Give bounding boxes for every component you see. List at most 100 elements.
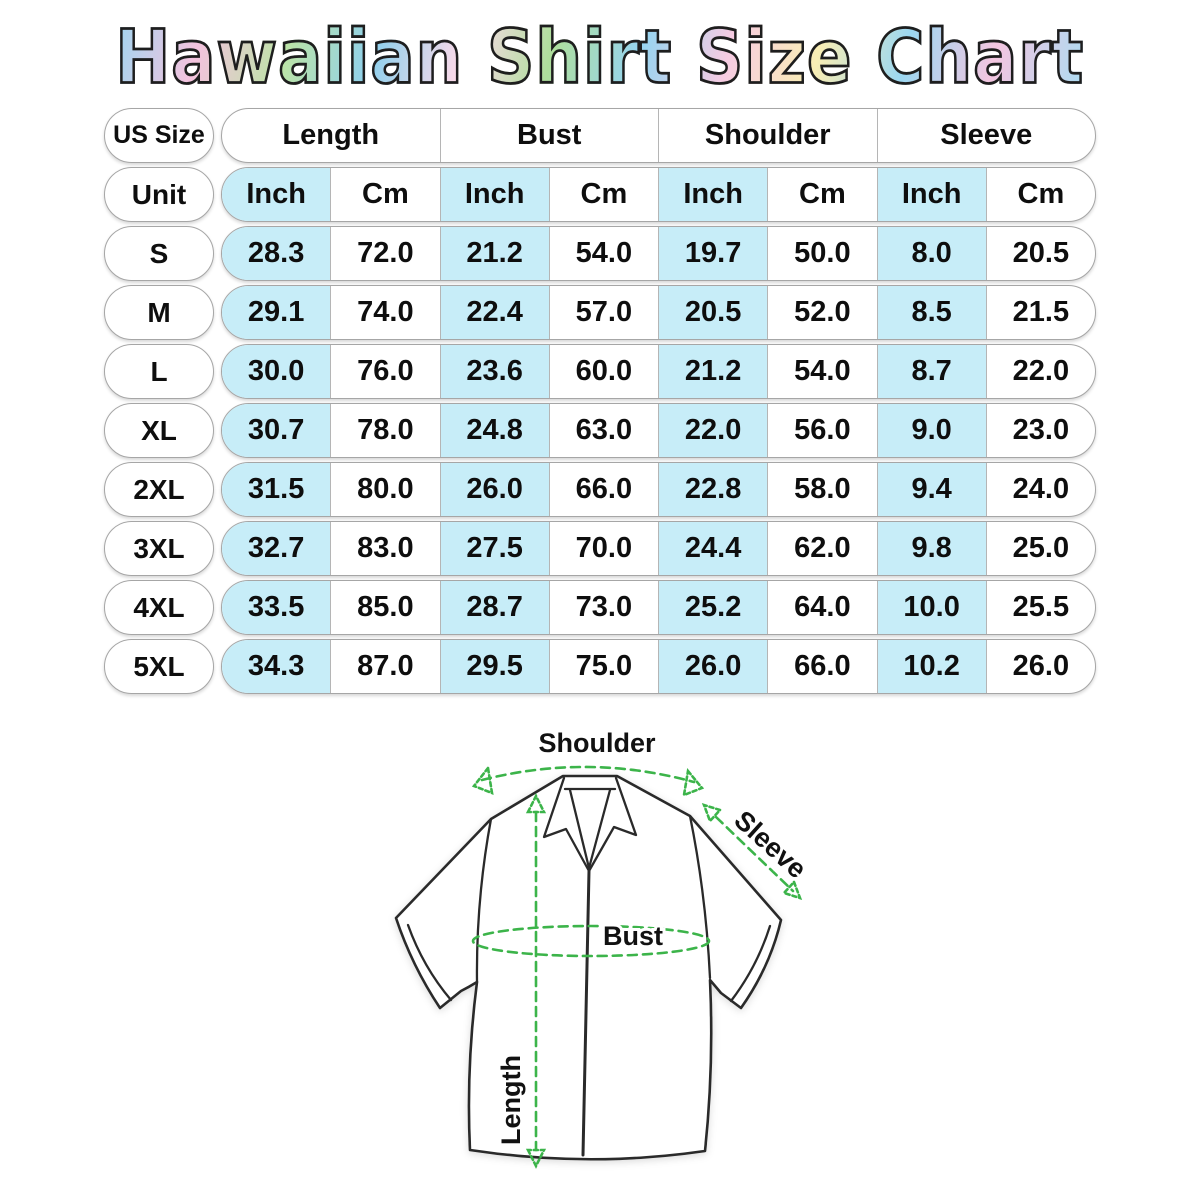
size-label: 4XL: [133, 591, 185, 623]
value-cell: 20.5: [1012, 237, 1070, 269]
table-row: 5XL 34.3 87.0 29.5 75.0 26.0 66.0 10.2 2…: [104, 639, 1096, 694]
value-cell: 23.6: [440, 345, 550, 398]
table-row: XL 30.7 78.0 24.8 63.0 22.0 56.0 9.0 23.…: [104, 403, 1096, 458]
page-header: Hawaiian Shirt Size Chart: [0, 0, 1200, 102]
value-cell: 10.2: [877, 640, 987, 693]
value-cell: 87.0: [331, 640, 441, 693]
unit-header-cell: Cm: [331, 168, 441, 221]
value-cell: 9.8: [877, 522, 987, 575]
value-cell: 9.4: [877, 463, 987, 516]
unit-header-cell: Cm: [550, 168, 659, 221]
size-label: L: [150, 355, 168, 387]
shoulder-arrow-left-head: [471, 764, 494, 796]
length-arrow-bottom-head: [525, 1148, 547, 1169]
value-cell: 75.0: [550, 640, 659, 693]
value-cell: 22.4: [440, 286, 550, 339]
value-cell: 73.0: [550, 581, 659, 634]
unit-header-cell: Inch: [659, 168, 769, 221]
size-pill: S: [104, 226, 214, 281]
value-cell: 19.7: [659, 227, 769, 280]
value-cell: 22.8: [659, 463, 769, 516]
value-cell: 22.0: [659, 404, 769, 457]
value-cell: 26.0: [1012, 650, 1070, 682]
table-header-row: US Size Length Bust Shoulder Sleeve: [104, 108, 1096, 163]
value-cell: 33.5: [222, 581, 332, 634]
value-cell: 56.0: [768, 404, 878, 457]
value-cell: 10.0: [877, 581, 987, 634]
size-pill: 3XL: [104, 521, 214, 576]
value-cell: 24.0: [1012, 473, 1070, 505]
value-cell: 24.8: [440, 404, 550, 457]
row-values-pill: 34.3 87.0 29.5 75.0 26.0 66.0 10.2 26.0: [221, 639, 1096, 694]
shirt-measurement-diagram: Shoulder Sleeve Bust Length: [394, 725, 815, 1169]
value-cell: 66.0: [768, 640, 878, 693]
unit-header-pill: Inch Cm Inch Cm Inch Cm Inch Cm: [221, 167, 1096, 222]
sleeve-arrow-bottom-head: [781, 879, 803, 901]
value-cell: 8.7: [877, 345, 987, 398]
unit-label: Unit: [131, 178, 187, 210]
value-cell: 8.5: [877, 286, 987, 339]
group-header-pill: Length Bust Shoulder Sleeve: [221, 108, 1096, 163]
group-header-sleeve: Sleeve: [940, 119, 1033, 151]
value-cell: 23.0: [1012, 414, 1070, 446]
unit-header-cell: Cm: [768, 168, 878, 221]
size-label: XL: [141, 414, 177, 446]
table-row: M 29.1 74.0 22.4 57.0 20.5 52.0 8.5 21.5: [104, 285, 1096, 340]
value-cell: 26.0: [659, 640, 769, 693]
value-cell: 30.0: [222, 345, 332, 398]
value-cell: 24.4: [659, 522, 769, 575]
value-cell: 32.7: [222, 522, 332, 575]
value-cell: 57.0: [550, 286, 659, 339]
size-label: M: [147, 296, 171, 328]
value-cell: 29.1: [222, 286, 332, 339]
shirt-drawing: [394, 774, 783, 1161]
unit-pill: Unit: [104, 167, 214, 222]
size-pill: L: [104, 344, 214, 399]
right-lapel-line: [587, 776, 638, 873]
value-cell: 74.0: [331, 286, 441, 339]
shirt-outline: [394, 774, 783, 1161]
value-cell: 26.0: [440, 463, 550, 516]
neck-opening-line: [568, 788, 612, 870]
row-values-pill: 29.1 74.0 22.4 57.0 20.5 52.0 8.5 21.5: [221, 285, 1096, 340]
unit-header-cell: Inch: [440, 168, 550, 221]
size-chart-table: US Size Length Bust Shoulder Sleeve Unit…: [104, 108, 1096, 694]
right-cuff-line: [729, 924, 772, 1003]
page-title: Hawaiian Shirt Size Chart: [114, 13, 1085, 102]
left-armhole-seam: [475, 817, 493, 984]
value-cell: 83.0: [331, 522, 441, 575]
value-cell: 29.5: [440, 640, 550, 693]
value-cell: 25.5: [1012, 591, 1070, 623]
size-pill: M: [104, 285, 214, 340]
shoulder-arrow-line: [480, 765, 696, 784]
value-cell: 21.2: [440, 227, 550, 280]
value-cell: 31.5: [222, 463, 332, 516]
size-pill: 2XL: [104, 462, 214, 517]
row-values-pill: 31.5 80.0 26.0 66.0 22.8 58.0 9.4 24.0: [221, 462, 1096, 517]
shoulder-label: Shoulder: [538, 728, 655, 758]
table-row: 3XL 32.7 83.0 27.5 70.0 24.4 62.0 9.8 25…: [104, 521, 1096, 576]
value-cell: 25.2: [659, 581, 769, 634]
table-row: S 28.3 72.0 21.2 54.0 19.7 50.0 8.0 20.5: [104, 226, 1096, 281]
value-cell: 25.0: [1012, 532, 1070, 564]
unit-header-cell: Cm: [1017, 178, 1065, 210]
value-cell: 28.3: [222, 227, 332, 280]
sleeve-label: Sleeve: [729, 805, 813, 885]
value-cell: 85.0: [331, 581, 441, 634]
sleeve-arrow-top-head: [701, 802, 723, 824]
size-pill: 4XL: [104, 580, 214, 635]
corner-pill: US Size: [104, 108, 214, 163]
value-cell: 21.5: [1012, 296, 1070, 328]
right-armhole-seam: [688, 814, 712, 980]
value-cell: 54.0: [768, 345, 878, 398]
value-cell: 50.0: [768, 227, 878, 280]
bust-ellipse: [471, 924, 711, 958]
size-label: S: [149, 237, 169, 269]
group-header-shoulder: Shoulder: [659, 109, 878, 162]
value-cell: 70.0: [550, 522, 659, 575]
size-label: 2XL: [133, 473, 185, 505]
value-cell: 21.2: [659, 345, 769, 398]
size-pill: 5XL: [104, 639, 214, 694]
value-cell: 22.0: [1012, 355, 1070, 387]
size-label: 3XL: [133, 532, 185, 564]
